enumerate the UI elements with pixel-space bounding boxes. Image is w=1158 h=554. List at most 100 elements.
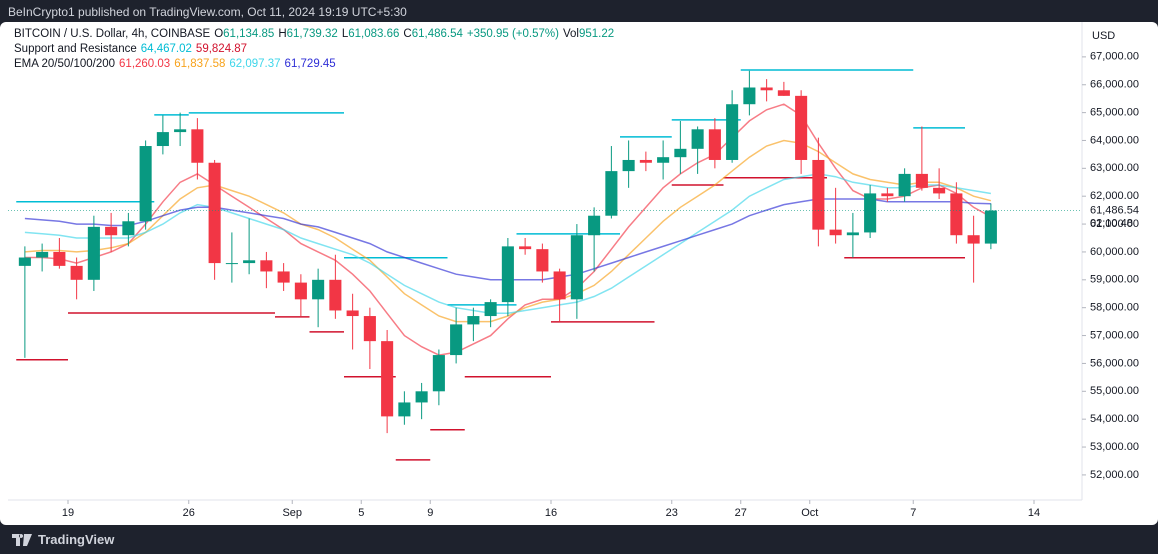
candle-body: [898, 173, 911, 197]
x-tick-label: 19: [62, 507, 74, 519]
x-tick-label: Oct: [801, 507, 818, 519]
candle-body: [588, 215, 601, 236]
publisher: BeInCrypto1 published on TradingView.com…: [8, 5, 407, 19]
candle-body: [743, 87, 756, 105]
y-tick-label: 57,000.00: [1090, 329, 1139, 341]
x-tick-label: 9: [427, 507, 433, 519]
legend-sr-row: Support and Resistance 64,467.02 59,824.87: [14, 43, 251, 55]
countdown: 02:10:48: [1090, 217, 1133, 229]
ohlc-label: H: [278, 28, 287, 40]
indicator-value: 64,467.02: [140, 43, 192, 55]
x-tick-label: Sep: [282, 507, 302, 519]
indicator-value: 62,097.37: [229, 58, 281, 70]
candle-body: [605, 171, 618, 216]
y-tick-label: 53,000.00: [1090, 441, 1139, 453]
x-tick-label: 27: [735, 507, 747, 519]
candle-body: [674, 148, 687, 158]
candle-body: [777, 90, 790, 96]
footer: TradingView: [12, 532, 114, 547]
candle-body: [363, 316, 376, 342]
indicator-name: Support and Resistance: [14, 43, 137, 55]
candle-body: [933, 187, 946, 194]
candle-body: [657, 157, 670, 163]
candle-body: [484, 302, 497, 317]
candle-body: [277, 271, 290, 283]
candle-body: [881, 193, 894, 197]
candle-body: [346, 310, 359, 317]
y-tick-label: 58,000.00: [1090, 302, 1139, 314]
change: +350.95 (+0.57%): [466, 28, 559, 40]
y-tick-label: 56,000.00: [1090, 357, 1139, 369]
candle-body: [691, 129, 704, 149]
candle-body: [122, 221, 135, 236]
candle-body: [18, 257, 31, 266]
legend-symbol-row: BITCOIN / U.S. Dollar, 4h, COINBASE O61,1…: [14, 28, 618, 40]
candle-body: [225, 263, 238, 265]
indicator-value: 61,837.58: [174, 58, 226, 70]
x-tick-label: 26: [183, 507, 195, 519]
indicator-name: EMA 20/50/100/200: [14, 58, 116, 70]
y-tick-label: 60,000.00: [1090, 246, 1139, 258]
currency-label: USD: [1092, 30, 1115, 42]
candle-body: [726, 104, 739, 160]
y-tick-label: 64,000.00: [1090, 134, 1139, 146]
y-tick-label: 54,000.00: [1090, 413, 1139, 425]
candle-body: [415, 391, 428, 403]
candle-body: [708, 129, 721, 160]
y-tick-label: 67,000.00: [1090, 51, 1139, 63]
ohlc-label: C: [403, 28, 412, 40]
candle-body: [432, 355, 445, 392]
candle-body: [501, 246, 514, 303]
candle-body: [243, 260, 256, 264]
candle-body: [260, 260, 273, 272]
candle-body: [536, 249, 549, 272]
ohlc-label: L: [341, 28, 349, 40]
y-tick-label: 59,000.00: [1090, 274, 1139, 286]
candle-body: [329, 279, 342, 311]
candle-body: [570, 235, 583, 300]
candle-body: [105, 226, 118, 236]
y-tick-label: 55,000.00: [1090, 385, 1139, 397]
volume-value: 951.22: [578, 28, 615, 40]
legend-ema-row: EMA 20/50/100/200 61,260.03 61,837.58 62,09…: [14, 58, 340, 70]
ohlc-value: 61,134.85: [223, 28, 275, 40]
chart: USD 52,000.00 53,000.00 54,000.00 55,000.00 5…: [8, 22, 1139, 519]
x-tick-label: 5: [358, 507, 364, 519]
candle-body: [36, 251, 49, 258]
candle-body: [53, 251, 66, 266]
logo: [12, 533, 32, 546]
candle-body: [829, 229, 842, 236]
candle-body: [87, 226, 100, 280]
candle-body: [312, 279, 325, 300]
indicator-value: 59,824.87: [195, 43, 248, 55]
candle-body: [174, 129, 187, 133]
ohlc-label: O: [214, 28, 224, 40]
candle-body: [967, 235, 980, 244]
y-tick-label: 65,000.00: [1090, 106, 1139, 118]
candle-body: [812, 159, 825, 230]
candle-body: [398, 402, 411, 417]
candle-body: [139, 146, 152, 222]
indicator-value: 61,260.03: [119, 58, 171, 70]
y-tick-label: 61,000.00: [1090, 218, 1139, 230]
candle-body: [950, 193, 963, 236]
y-tick-label: 52,000.00: [1090, 469, 1139, 481]
x-tick-label: 16: [545, 507, 557, 519]
volume-label: Vol: [562, 28, 579, 40]
y-tick-label: 63,000.00: [1090, 162, 1139, 174]
candle-body: [294, 282, 307, 300]
ohlc-value: 61,486.54: [411, 28, 463, 40]
ohlc-value: 61,739.32: [286, 28, 338, 40]
chart-frame: USD 52,000.00 53,000.00 54,000.00 55,000.00 5…: [0, 22, 1158, 525]
candle-body: [553, 271, 566, 300]
y-tick-label: 62,000.00: [1090, 190, 1139, 202]
candle-body: [381, 341, 394, 417]
ema-line: [24, 103, 992, 356]
ohlc-value: 61,083.66: [348, 28, 400, 40]
symbol: BITCOIN / U.S. Dollar, 4h, COINBASE: [14, 28, 211, 40]
candle-body: [467, 316, 480, 325]
candle-body: [191, 129, 204, 163]
candle-body: [760, 87, 773, 91]
indicator-value: 61,729.45: [284, 58, 336, 70]
